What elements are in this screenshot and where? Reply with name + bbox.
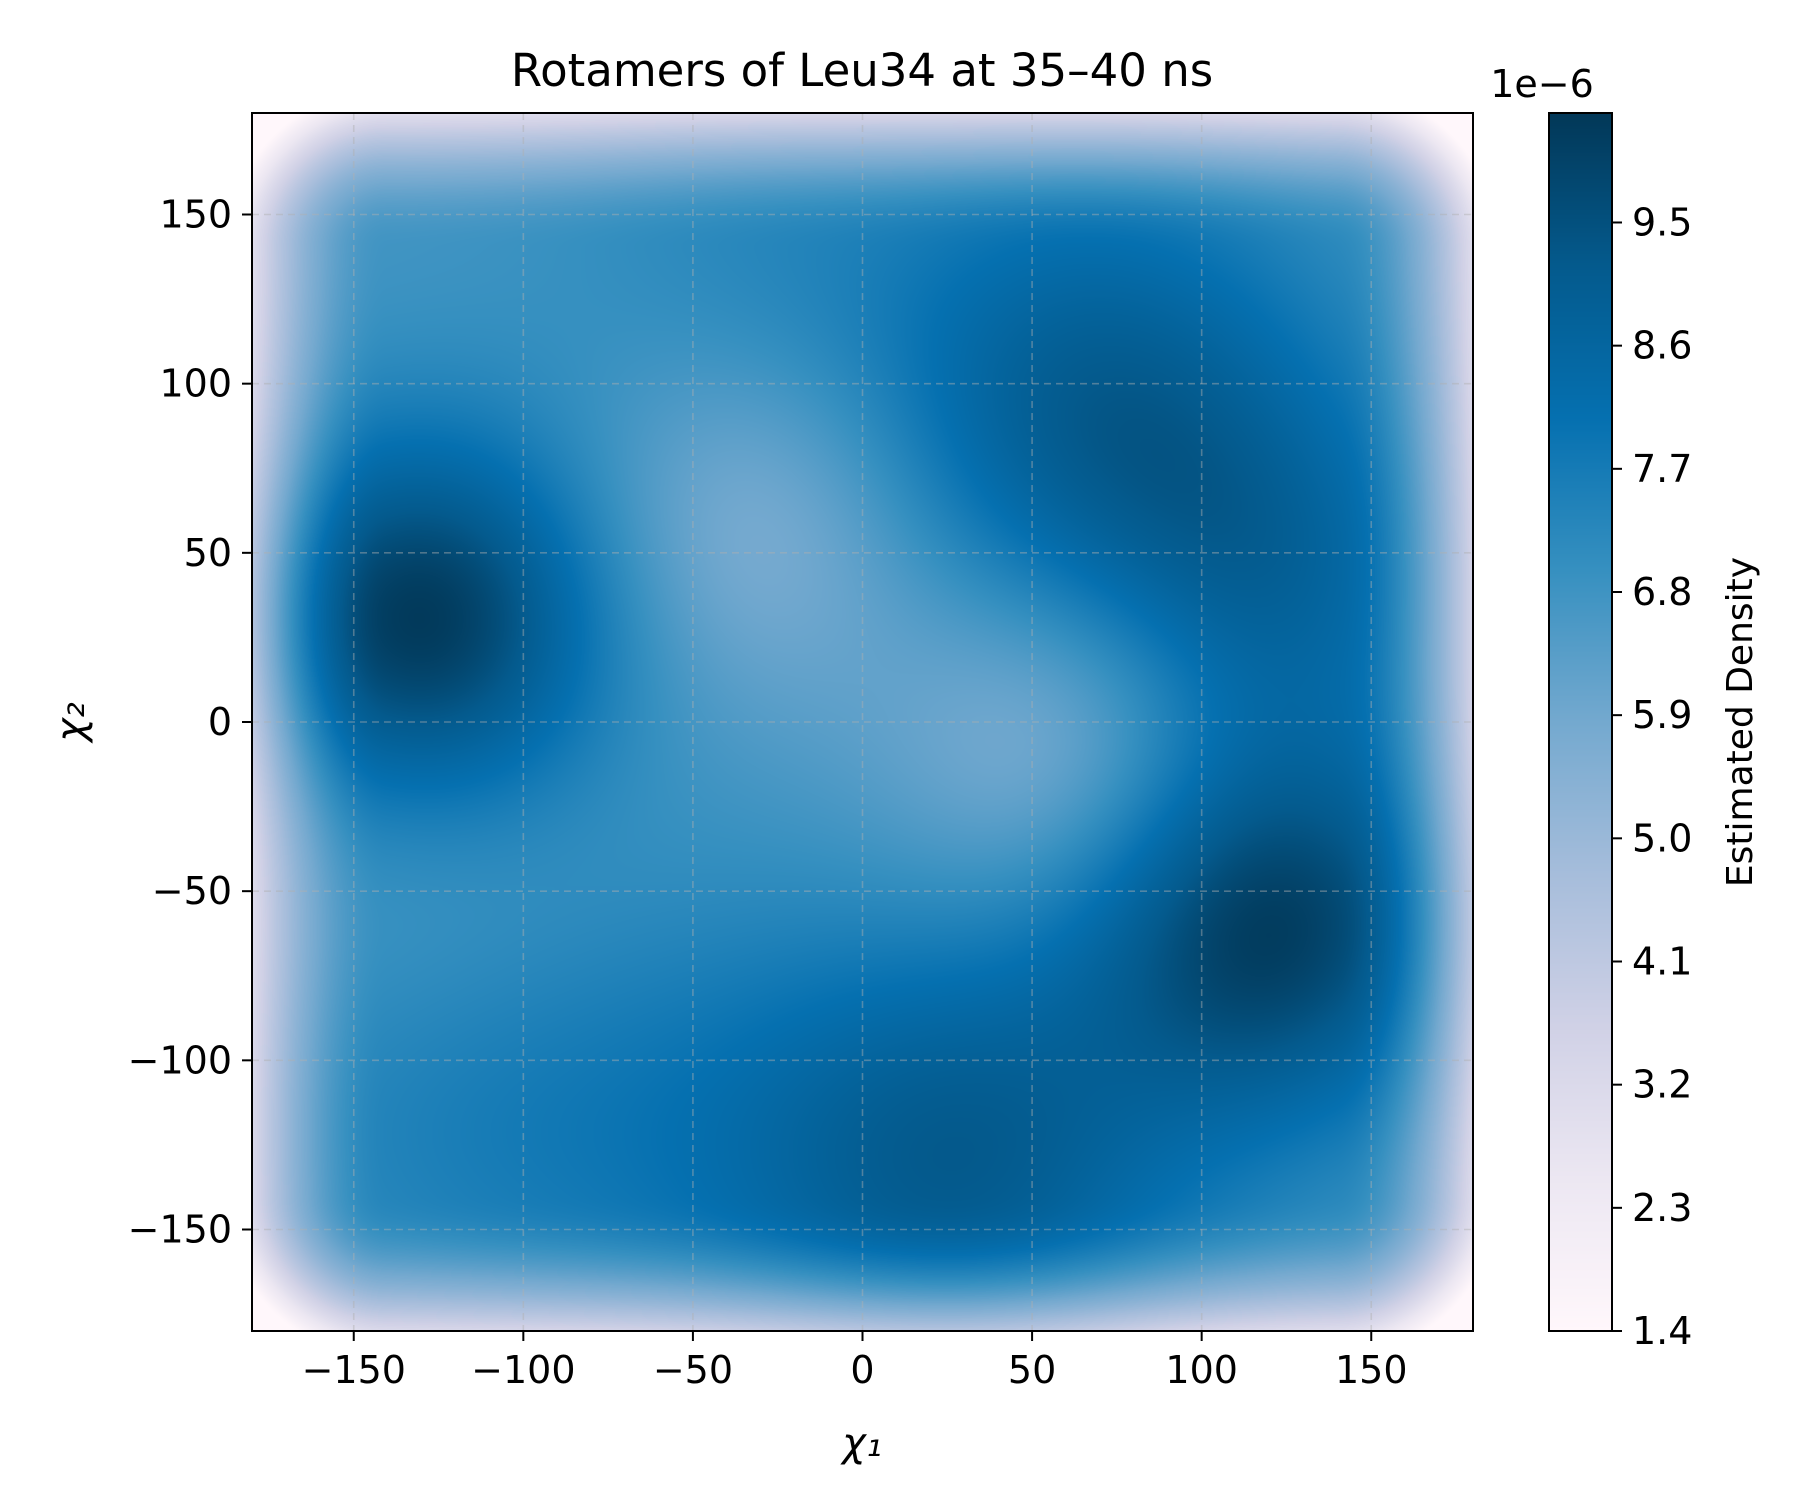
x-tick-label: 50	[1008, 1348, 1056, 1392]
colorbar-frame	[1548, 112, 1613, 1332]
y-tick-label: 50	[184, 531, 232, 575]
x-tick-label: 100	[1165, 1348, 1238, 1392]
colorbar-exponent: 1e−6	[1490, 62, 1594, 106]
colorbar-tick-label: 8.6	[1632, 324, 1692, 368]
y-tick-label: −150	[128, 1208, 232, 1252]
x-tick-label: 150	[1335, 1348, 1408, 1392]
y-axis-ticks: −150 −100 −50 0 50 100 150	[128, 193, 252, 1252]
chart-title: Rotamers of Leu34 at 35–40 ns	[511, 44, 1213, 97]
colorbar-tick-label: 3.2	[1632, 1063, 1692, 1107]
colorbar-tick-label: 7.7	[1632, 447, 1692, 491]
density-heatmap	[252, 113, 1473, 1331]
colorbar-tick-label: 6.8	[1632, 570, 1692, 614]
colorbar-tick-label: 5.9	[1632, 693, 1692, 737]
x-tick-label: −150	[302, 1348, 406, 1392]
x-axis-ticks: −150 −100 −50 0 50 100 150	[302, 1331, 1408, 1392]
y-tick-label: −100	[128, 1038, 232, 1082]
colorbar-tick-label: 4.1	[1632, 939, 1692, 983]
colorbar-tick-label: 5.0	[1632, 816, 1692, 860]
colorbar-gradient	[1549, 113, 1612, 1331]
grid	[252, 113, 1473, 1331]
x-tick-label: 0	[850, 1348, 874, 1392]
y-tick-label: 0	[208, 700, 232, 744]
colorbar-ticks: 1.4 2.3 3.2 4.1 5.0 5.9 6.8 7.7 8.6 9.5	[1612, 200, 1692, 1353]
x-tick-label: −50	[653, 1348, 733, 1392]
x-tick-label: −100	[471, 1348, 575, 1392]
colorbar-tick-label: 1.4	[1632, 1309, 1692, 1353]
colorbar-label: Estimated Density	[1720, 557, 1761, 887]
y-tick-label: 100	[159, 362, 232, 406]
y-axis-label: χ₂	[48, 702, 94, 744]
y-tick-label: −50	[152, 869, 232, 913]
y-tick-label: 150	[159, 193, 232, 237]
colorbar-tick-label: 2.3	[1632, 1186, 1692, 1230]
colorbar-tick-label: 9.5	[1632, 200, 1692, 244]
x-axis-label: χ₁	[840, 1420, 882, 1466]
